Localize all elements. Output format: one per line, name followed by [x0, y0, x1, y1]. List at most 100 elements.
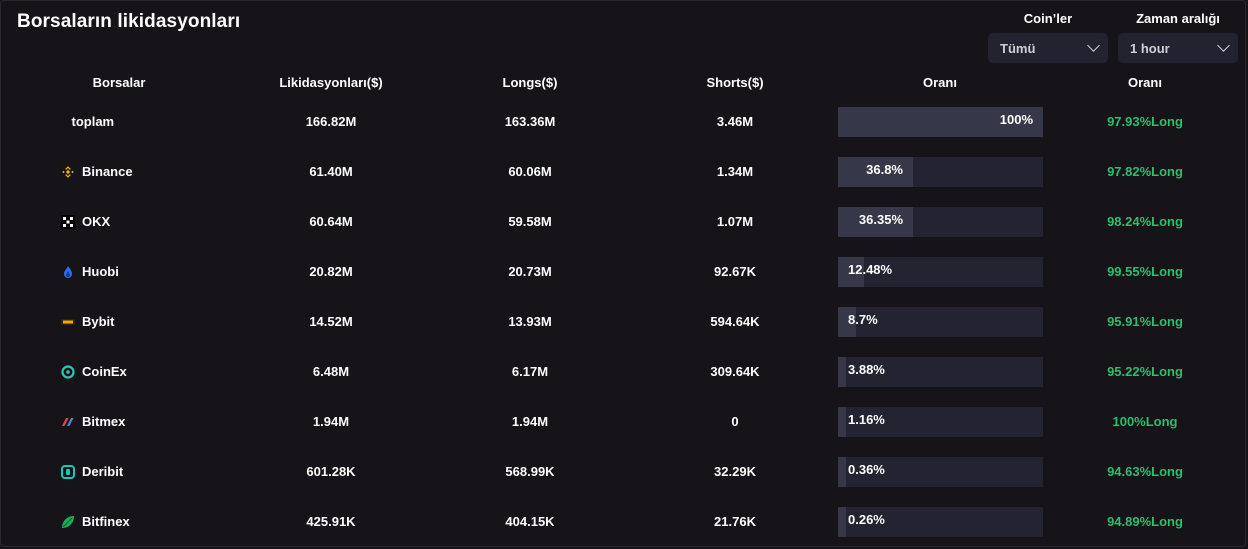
ratio-cell: 99.55%Long: [1107, 264, 1183, 279]
table-row: toplam 166.82M 163.36M 3.46M 97.93%Long 100%: [1, 107, 1245, 137]
ratio-cell: 100%Long: [1112, 414, 1178, 429]
share-bar: 1.16%: [838, 407, 1043, 437]
bitfinex-icon: [61, 515, 75, 529]
shorts-cell: 594.64K: [710, 314, 760, 329]
table-row: Bybit 14.52M 13.93M 594.64K 95.91%Long 8.7%: [1, 307, 1245, 337]
share-bar-fill: [838, 257, 864, 287]
column-header-ratio: Oranı: [1128, 75, 1162, 90]
longs-cell: 1.94M: [511, 414, 549, 429]
share-bar-label: 3.88%: [848, 362, 885, 377]
liquidations-cell: 166.82M: [305, 114, 357, 129]
longs-cell: 568.99K: [505, 464, 555, 479]
share-bar-label: 1.16%: [848, 412, 885, 427]
bitmex-icon: [61, 415, 75, 429]
liquidations-cell: 60.64M: [309, 214, 353, 229]
share-bar-label: 8.7%: [848, 312, 878, 327]
deribit-icon: [61, 465, 75, 479]
exchange-cell: Huobi: [1, 257, 201, 287]
share-bar: 36.35%: [838, 207, 1043, 237]
ratio-cell: 98.24%Long: [1107, 214, 1183, 229]
share-bar-fill: [838, 457, 846, 487]
shorts-cell: 1.07M: [716, 214, 754, 229]
ratio-cell: 97.82%Long: [1107, 164, 1183, 179]
shorts-cell: 1.34M: [716, 164, 754, 179]
exchange-name: Deribit: [82, 464, 124, 479]
shorts-cell: 21.76K: [714, 514, 756, 529]
share-bar: 8.7%: [838, 307, 1043, 337]
coin-filter: Coin’ler Tümü: [988, 11, 1108, 63]
share-bar-fill: [838, 307, 856, 337]
column-header-liquidations: Likidasyonları($): [279, 75, 383, 90]
shorts-cell: 32.29K: [714, 464, 756, 479]
exchange-name: Binance: [82, 164, 133, 179]
shorts-cell: 0: [731, 414, 739, 429]
coinex-icon: [61, 365, 75, 379]
exchange-cell: Binance: [1, 157, 201, 187]
column-header-exchange: Borsalar: [92, 75, 146, 90]
share-bar-label: 12.48%: [848, 262, 893, 277]
share-bar: 0.36%: [838, 457, 1043, 487]
coin-select[interactable]: Tümü: [988, 33, 1108, 63]
share-bar: 0.26%: [838, 507, 1043, 537]
longs-cell: 59.58M: [508, 214, 552, 229]
ratio-cell: 97.93%Long: [1107, 114, 1183, 129]
exchange-name: toplam: [71, 114, 115, 129]
table-row: Bitfinex 425.91K 404.15K 21.76K 94.89%Long 0.…: [1, 507, 1245, 537]
exchange-cell: Bitmex: [1, 407, 201, 437]
column-header-longs: Longs($): [502, 75, 558, 90]
share-bar: 12.48%: [838, 257, 1043, 287]
liquidations-cell: 14.52M: [309, 314, 353, 329]
ratio-cell: 95.22%Long: [1107, 364, 1183, 379]
share-bar-fill: [838, 107, 1043, 137]
share-bar-label: 36.35%: [858, 212, 903, 227]
exchange-cell: CoinEx: [1, 357, 201, 387]
share-bar-fill: [838, 507, 846, 537]
exchange-cell: Bybit: [1, 307, 201, 337]
liquidations-cell: 1.94M: [312, 414, 350, 429]
liquidations-cell: 20.82M: [309, 264, 353, 279]
exchange-name: Bybit: [82, 314, 115, 329]
binance-icon: [61, 165, 75, 179]
exchange-name: Bitfinex: [82, 514, 130, 529]
share-bar: 100%: [838, 107, 1043, 137]
table-row: Deribit 601.28K 568.99K 32.29K 94.63%Long 0.3…: [1, 457, 1245, 487]
time-select[interactable]: 1 hour: [1118, 33, 1238, 63]
exchange-cell: Deribit: [1, 457, 201, 487]
table-row: CoinEx 6.48M 6.17M 309.64K 95.22%Long 3.88%: [1, 357, 1245, 387]
longs-cell: 6.17M: [511, 364, 549, 379]
shorts-cell: 92.67K: [714, 264, 756, 279]
share-bar-label: 36.8%: [866, 162, 903, 177]
time-filter: Zaman aralığı 1 hour: [1118, 11, 1238, 63]
share-bar: 3.88%: [838, 357, 1043, 387]
longs-cell: 13.93M: [508, 314, 552, 329]
time-filter-label: Zaman aralığı: [1136, 11, 1220, 26]
chevron-down-icon: [1087, 39, 1100, 52]
coin-select-value: Tümü: [1000, 40, 1036, 56]
table-row: Binance 61.40M 60.06M 1.34M 97.82%Long 36.8%: [1, 157, 1245, 187]
share-bar-fill: [838, 357, 846, 387]
bybit-icon: [61, 315, 75, 329]
page-title: Borsaların likidasyonları: [17, 11, 241, 32]
exchange-name: OKX: [82, 214, 111, 229]
exchange-name: Huobi: [82, 264, 119, 279]
table-row: Bitmex 1.94M 1.94M 0 100%Long 1.16%: [1, 407, 1245, 437]
ratio-cell: 94.89%Long: [1107, 514, 1183, 529]
coin-filter-label: Coin’ler: [1023, 11, 1073, 26]
liquidations-cell: 6.48M: [312, 364, 350, 379]
share-bar-label: 0.36%: [848, 462, 885, 477]
shorts-cell: 3.46M: [716, 114, 754, 129]
longs-cell: 404.15K: [505, 514, 555, 529]
ratio-cell: 95.91%Long: [1107, 314, 1183, 329]
share-bar-fill: [838, 207, 913, 237]
liquidations-cell: 601.28K: [306, 464, 356, 479]
shorts-cell: 309.64K: [710, 364, 760, 379]
table-row: Huobi 20.82M 20.73M 92.67K 99.55%Long 12.48%: [1, 257, 1245, 287]
chevron-down-icon: [1217, 39, 1230, 52]
table-row: OKX 60.64M 59.58M 1.07M 98.24%Long 36.35%: [1, 207, 1245, 237]
liquidations-cell: 425.91K: [306, 514, 356, 529]
share-bar-fill: [838, 407, 846, 437]
liquidations-cell: 61.40M: [309, 164, 353, 179]
time-select-value: 1 hour: [1130, 40, 1170, 56]
huobi-icon: [61, 265, 75, 279]
exchange-name: CoinEx: [82, 364, 127, 379]
